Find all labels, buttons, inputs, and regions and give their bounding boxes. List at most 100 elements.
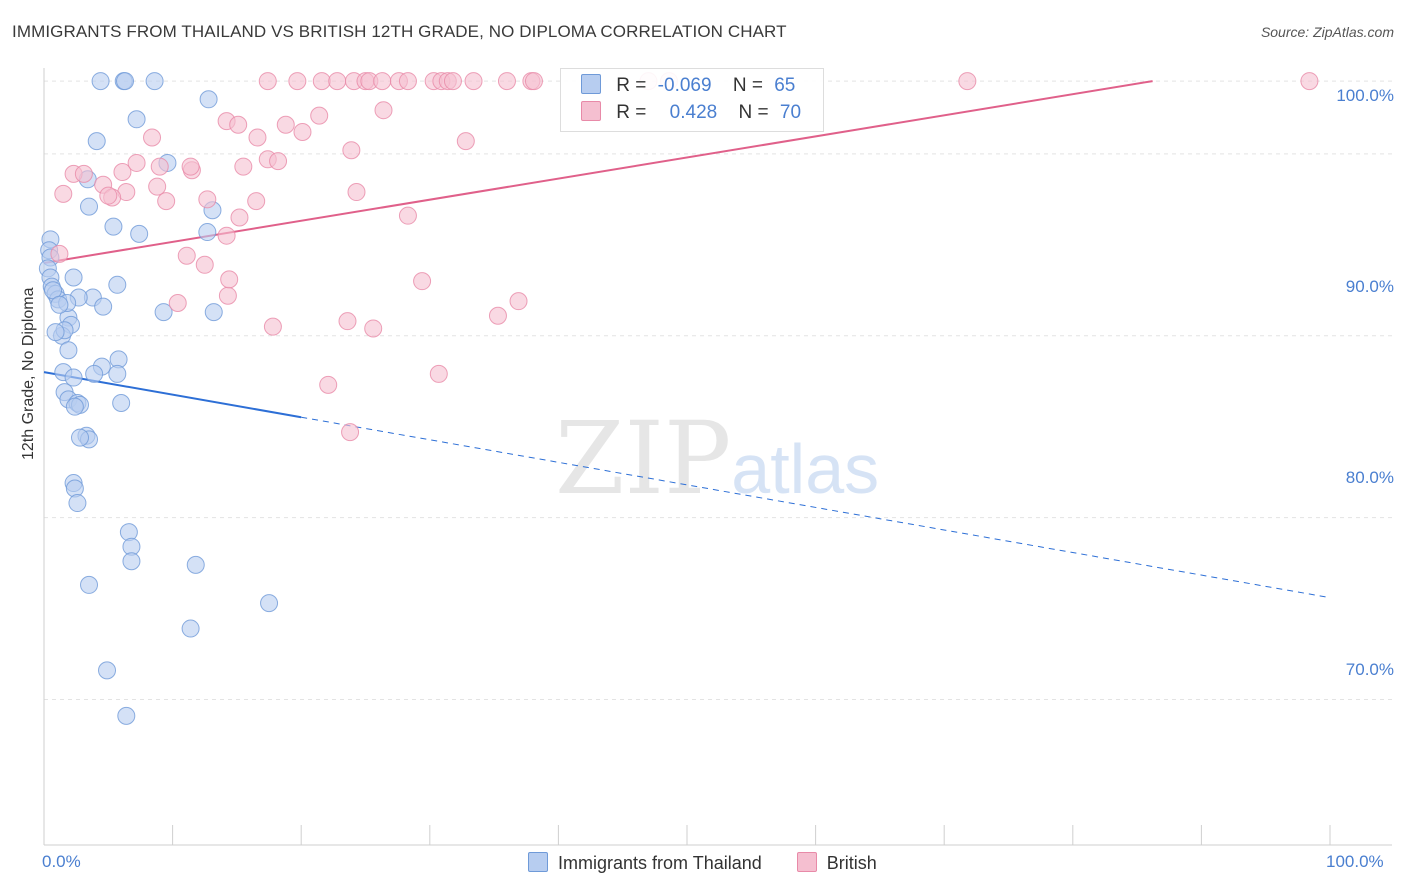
point-british [258,72,277,91]
point-british [269,152,288,171]
point-british [74,164,93,183]
point-british [195,255,214,274]
point-british [181,157,200,176]
trend-line-thailand-projected [301,416,1331,599]
point-british [288,72,307,91]
point-british [198,190,217,209]
point-thailand [71,428,90,447]
point-british [220,270,239,289]
point-thailand [91,72,110,91]
point-british [374,101,393,120]
legend-swatch-blue [581,74,601,94]
point-british [50,244,69,263]
point-thailand [122,552,141,571]
point-thailand [50,295,69,314]
point-thailand [108,364,127,383]
point-thailand [116,72,135,91]
point-british [373,72,392,91]
source-label: Source: ZipAtlas.com [1260,24,1394,40]
point-british [230,208,249,227]
point-british [958,72,977,91]
point-british [148,177,167,196]
chart-title: IMMIGRANTS FROM THAILAND VS BRITISH 12TH… [12,22,787,41]
data-points [38,72,1319,725]
point-british [464,72,483,91]
legend-label-british: British [826,853,877,873]
point-thailand [108,275,127,294]
point-british [497,72,516,91]
point-british [364,319,383,338]
legend-r-label: R = [616,75,647,96]
point-british [99,186,118,205]
point-british [347,183,366,202]
y-tick-80: 80.0% [1345,468,1394,487]
point-british [127,153,146,172]
watermark: ZIPatlas [555,400,879,517]
x-tick-100: 100.0% [1326,852,1384,871]
point-thailand [186,555,205,574]
point-thailand [64,268,83,287]
point-british [247,192,266,211]
point-british [54,184,73,203]
legend-r-value: -0.069 [657,75,712,96]
point-british [413,272,432,291]
axes [43,68,1392,846]
point-british [263,317,282,336]
point-thailand [68,494,87,513]
point-british [229,115,248,134]
point-thailand [94,297,113,316]
point-british [328,72,347,91]
x-tick-0: 0.0% [42,852,81,871]
trend-lines [43,80,1331,599]
point-british [177,246,196,265]
point-thailand [87,132,106,151]
point-thailand [198,223,217,242]
point-thailand [117,706,136,725]
legend-item-british: British [796,852,877,874]
point-thailand [80,575,99,594]
point-thailand [130,224,149,243]
point-thailand [59,341,78,360]
point-thailand [80,197,99,216]
legend-swatch-pink [581,101,601,121]
point-thailand [145,72,164,91]
legend-n-value: 65 [774,75,796,96]
point-british [319,375,338,394]
point-thailand [85,364,104,383]
point-thailand [98,661,117,680]
point-british [509,292,528,311]
point-british [398,206,417,225]
point-thailand [104,217,123,236]
point-thailand [199,90,218,109]
series-legend: Immigrants from Thailand British [528,852,907,874]
point-british [150,157,169,176]
legend-row-thailand: R = -0.069 N = 65 [581,74,795,98]
point-british [157,192,176,211]
point-british [218,286,237,305]
legend-n-value: 70 [779,102,802,123]
stats-legend: R = -0.069 N = 65 R = 0.428 N = 70 [560,68,824,132]
point-british [310,106,329,125]
point-british [168,293,187,312]
point-british [524,72,543,91]
point-british [276,115,295,134]
point-thailand [181,619,200,638]
point-british [338,312,357,331]
point-british [456,132,475,151]
point-british [429,364,448,383]
point-thailand [154,303,173,322]
legend-item-thailand: Immigrants from Thailand [528,852,762,874]
point-thailand [64,368,83,387]
point-british [443,72,462,91]
point-british [1300,72,1319,91]
legend-row-british: R = 0.428 N = 70 [581,101,801,125]
legend-label-thailand: Immigrants from Thailand [558,853,762,873]
point-british [342,141,361,160]
point-thailand [127,110,146,129]
point-british [113,163,132,182]
y-axis-label: 12th Grade, No Diploma [20,287,37,460]
point-thailand [204,303,223,322]
legend-swatch-pink [796,852,817,872]
point-british [234,157,253,176]
